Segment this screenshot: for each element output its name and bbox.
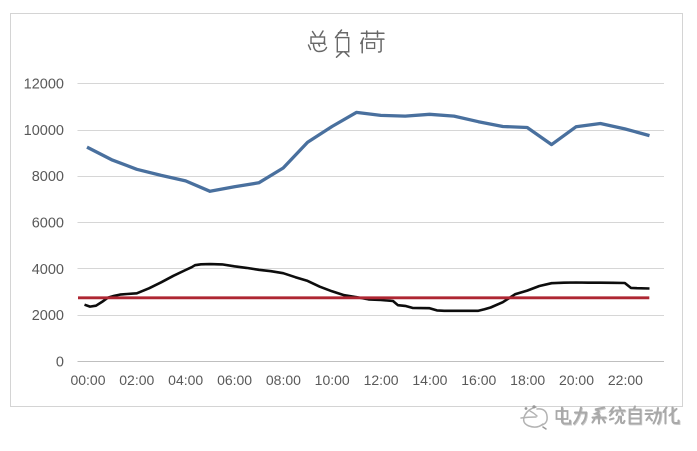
svg-text:20:00: 20:00 — [559, 372, 594, 388]
svg-text:10000: 10000 — [24, 123, 64, 139]
svg-text:12:00: 12:00 — [364, 372, 399, 388]
svg-text:04:00: 04:00 — [168, 372, 203, 388]
svg-text:8000: 8000 — [32, 169, 64, 185]
svg-text:6000: 6000 — [32, 216, 64, 232]
svg-text:10:00: 10:00 — [315, 372, 350, 388]
svg-text:4000: 4000 — [32, 262, 64, 278]
svg-text:22:00: 22:00 — [608, 372, 643, 388]
svg-text:2000: 2000 — [32, 308, 64, 324]
svg-text:06:00: 06:00 — [217, 372, 252, 388]
svg-text:02:00: 02:00 — [119, 372, 154, 388]
svg-text:18:00: 18:00 — [510, 372, 545, 388]
svg-text:00:00: 00:00 — [70, 372, 105, 388]
svg-text:0: 0 — [56, 354, 64, 370]
svg-text:08:00: 08:00 — [266, 372, 301, 388]
svg-text:12000: 12000 — [24, 77, 64, 93]
svg-text:16:00: 16:00 — [461, 372, 496, 388]
svg-text:14:00: 14:00 — [412, 372, 447, 388]
